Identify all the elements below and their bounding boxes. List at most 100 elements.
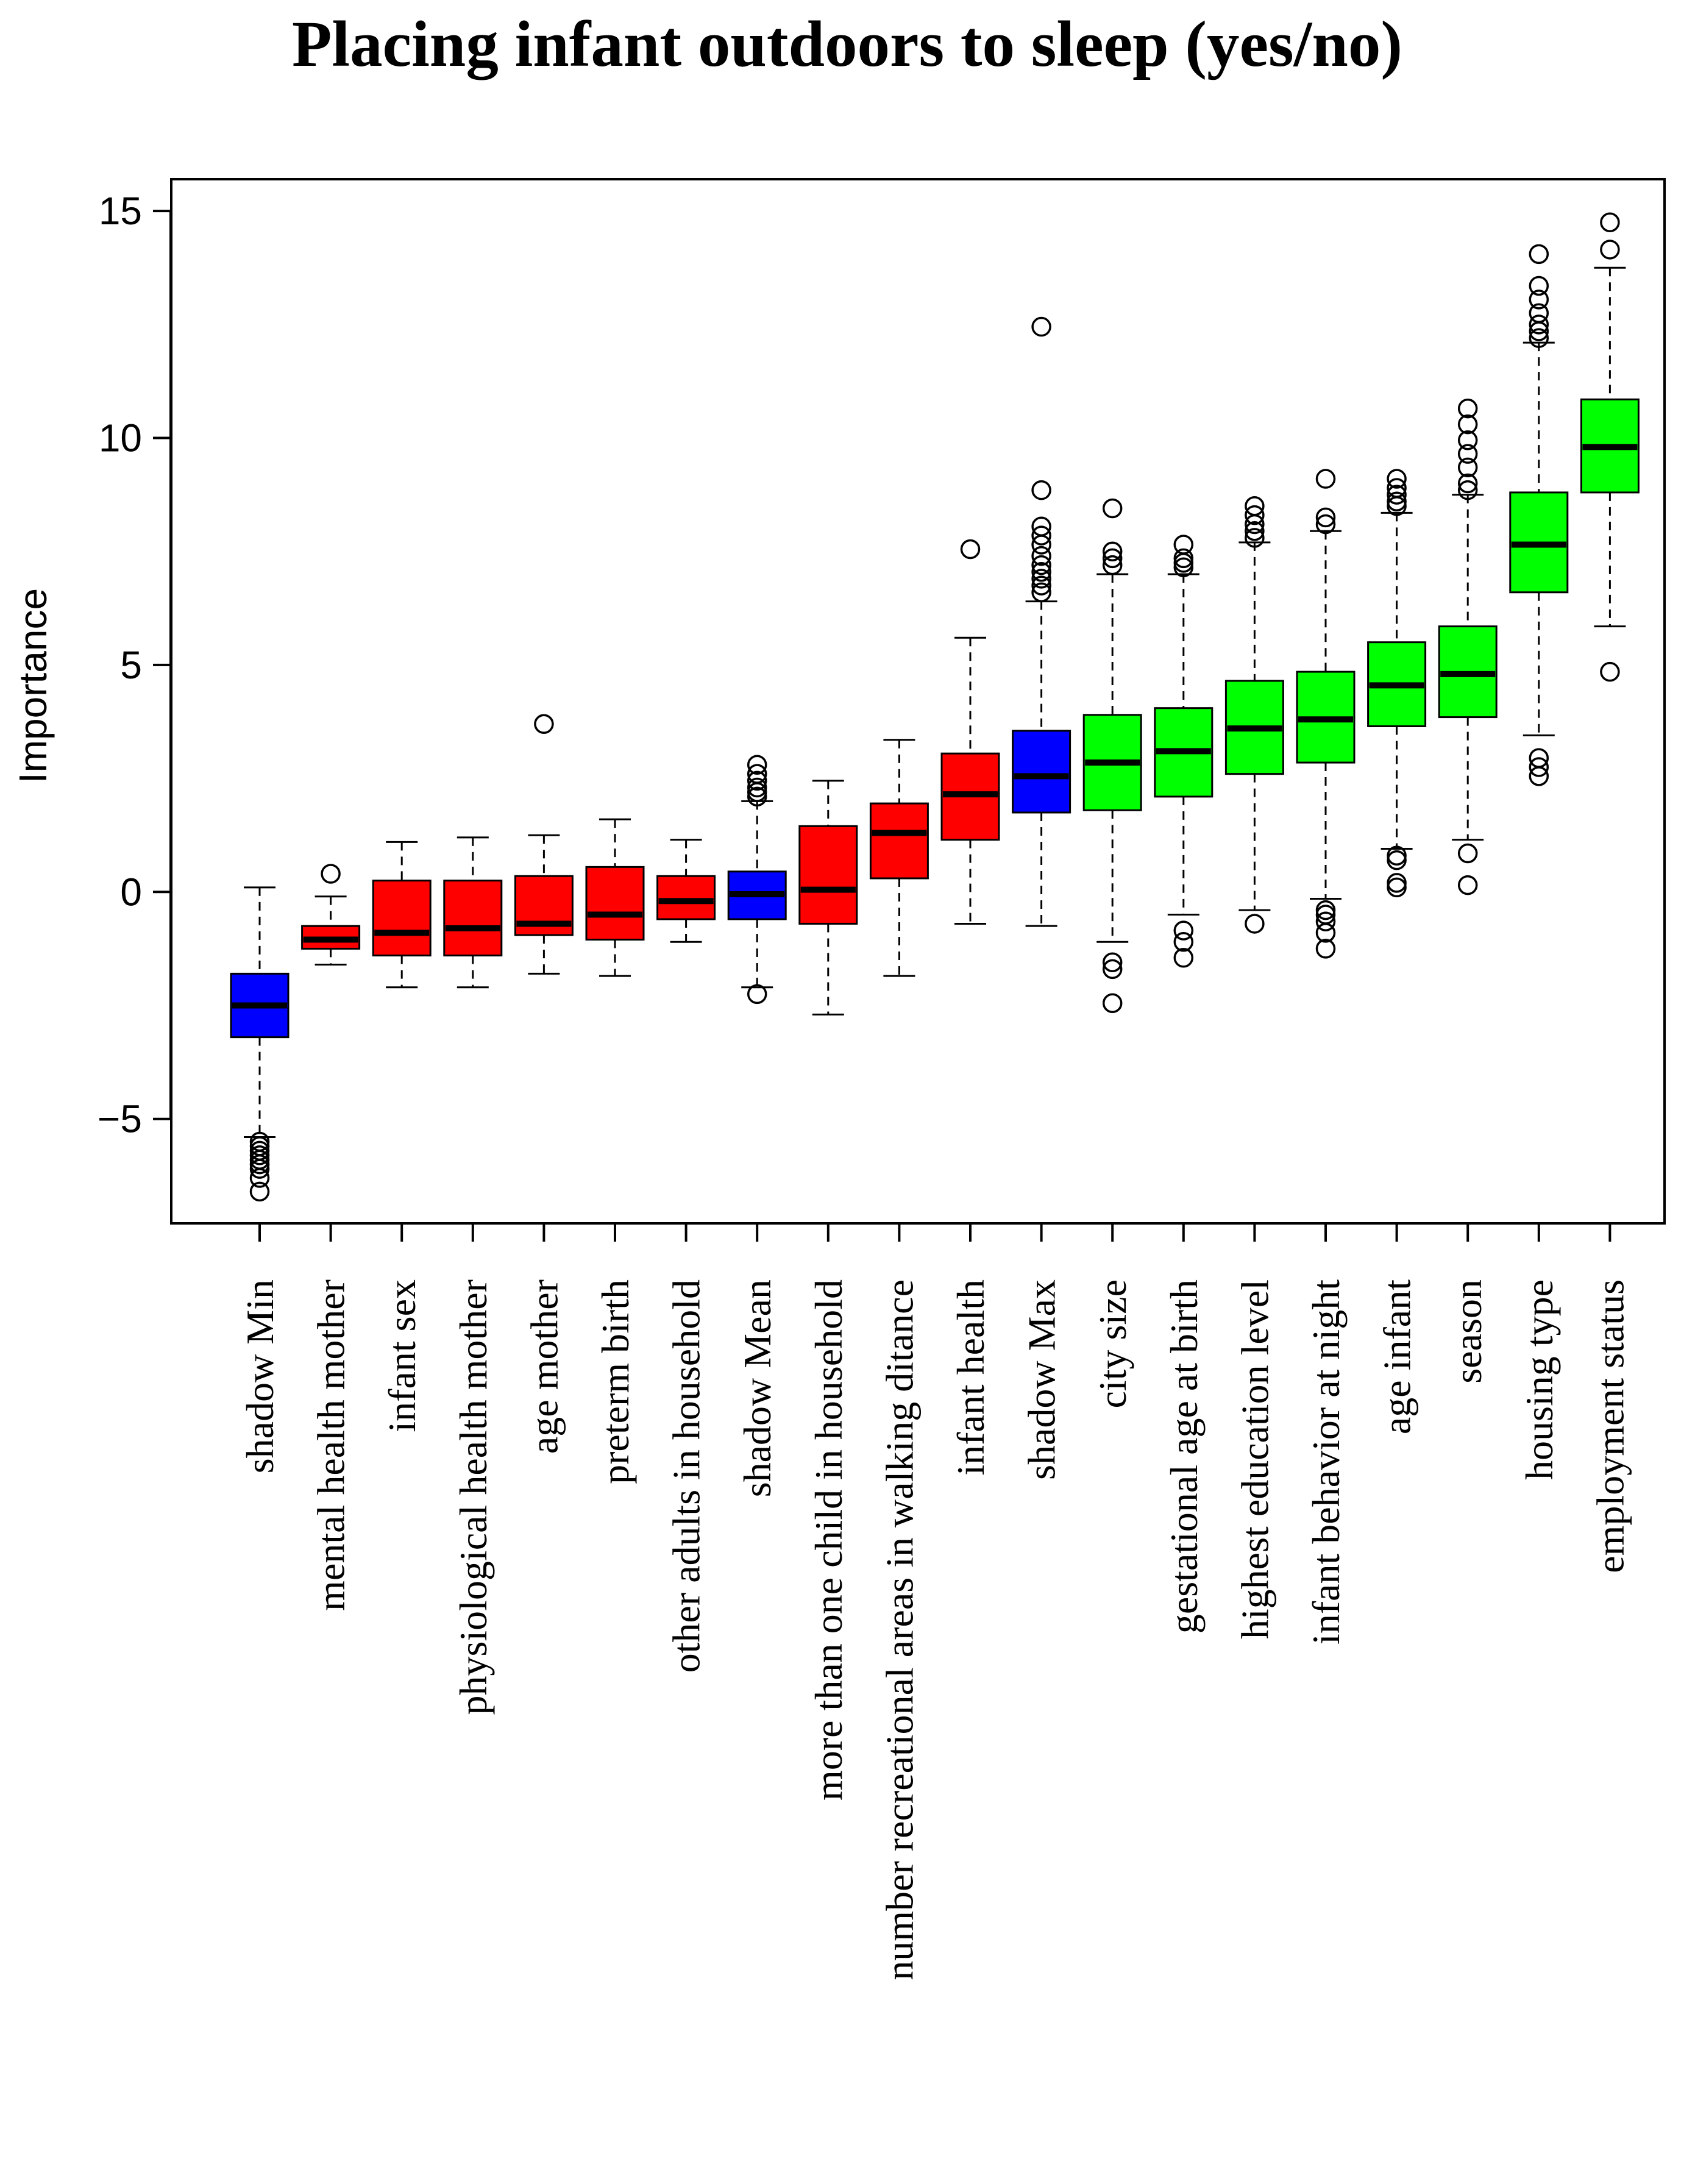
box-10 — [940, 539, 1000, 925]
x-tick-label: employment status — [1588, 1279, 1632, 1573]
outlier-point — [1245, 914, 1265, 934]
outlier-point — [1529, 290, 1549, 310]
outlier-point — [1173, 931, 1194, 952]
box-2 — [372, 841, 432, 989]
outlier-point — [1173, 920, 1194, 941]
y-tick-label: 15 — [99, 189, 142, 233]
outlier-point — [1529, 303, 1549, 323]
box-12 — [1082, 498, 1142, 1014]
outlier-point — [249, 1159, 270, 1179]
outlier-point — [1245, 505, 1265, 525]
x-tick-label: infant sex — [380, 1279, 424, 1432]
box-body — [372, 880, 432, 957]
x-tick-label: physiological health mother — [452, 1279, 495, 1715]
box-body — [869, 802, 929, 880]
outlier-point — [249, 1145, 270, 1165]
x-tick-label: infant behavior at night — [1304, 1279, 1348, 1645]
outlier-point — [1102, 498, 1123, 519]
y-tick-label: 0 — [120, 870, 142, 914]
outlier-point — [1457, 843, 1478, 864]
outlier-point — [1315, 923, 1336, 943]
outlier-point — [1315, 514, 1336, 535]
x-tick-label: season — [1446, 1279, 1490, 1384]
outlier-point — [1600, 661, 1620, 682]
y-axis-label: Importance — [11, 588, 55, 783]
outlier-point — [1529, 328, 1549, 348]
box-3 — [443, 836, 503, 989]
box-0 — [230, 886, 290, 1202]
outlier-point — [1529, 757, 1549, 777]
box-7 — [727, 755, 787, 1005]
outlier-point — [1031, 480, 1051, 500]
outlier-point — [1457, 875, 1478, 895]
outlier-point — [1102, 548, 1123, 569]
outlier-point — [1031, 546, 1051, 566]
x-axis-labels: shadow Min mental health mother infant sex… — [238, 1223, 1632, 1980]
outlier-point — [1102, 993, 1123, 1014]
box-14 — [1224, 496, 1284, 934]
box-body — [585, 866, 645, 941]
y-tick-label: −5 — [98, 1097, 142, 1141]
outlier-point — [747, 755, 767, 775]
outlier-point — [1315, 911, 1336, 931]
x-tick-label: gestational age at birth — [1162, 1279, 1206, 1634]
outlier-point — [1173, 535, 1194, 555]
outlier-point — [1457, 398, 1478, 419]
box-6 — [656, 839, 716, 943]
box-8 — [798, 780, 858, 1016]
outlier-point — [1315, 939, 1336, 959]
outlier-point — [1173, 548, 1194, 569]
outlier-point — [1387, 877, 1407, 898]
outlier-point — [1315, 900, 1336, 920]
outlier-point — [1529, 276, 1549, 296]
outlier-point — [1102, 952, 1123, 972]
x-tick-label: preterm birth — [594, 1279, 637, 1484]
x-tick-label: housing type — [1518, 1279, 1561, 1480]
outlier-point — [249, 1154, 270, 1175]
outlier-point — [1457, 480, 1478, 500]
outlier-point — [1387, 478, 1407, 498]
x-tick-label: infant health — [949, 1279, 992, 1476]
outlier-point — [1529, 766, 1549, 786]
outlier-point — [1031, 561, 1051, 582]
box-17 — [1438, 398, 1498, 895]
outlier-point — [960, 539, 981, 560]
outlier-point — [249, 1181, 270, 1202]
outlier-point — [1529, 315, 1549, 335]
outlier-point — [1245, 528, 1265, 548]
y-tick-label: 5 — [120, 643, 142, 687]
box-11 — [1012, 316, 1071, 927]
outlier-point — [1031, 575, 1051, 596]
box-5 — [585, 818, 645, 977]
outlier-point — [1387, 873, 1407, 893]
chart-title: Placing infant outdoors to sleep (yes/no… — [292, 9, 1402, 80]
x-tick-label: age infant — [1376, 1279, 1419, 1434]
box-body — [443, 880, 503, 957]
y-axis: −5 0 5 10 15 — [98, 189, 172, 1141]
outlier-point — [747, 764, 767, 784]
box-18 — [1509, 244, 1569, 786]
box-1 — [301, 864, 361, 966]
boxes-layer — [230, 212, 1640, 1202]
outlier-point — [321, 864, 341, 884]
outlier-point — [747, 770, 767, 791]
outlier-point — [1529, 244, 1549, 265]
x-tick-label: shadow Mean — [736, 1279, 779, 1497]
box-body — [1012, 730, 1071, 814]
x-tick-label: shadow Max — [1020, 1279, 1064, 1480]
outlier-point — [1173, 948, 1194, 968]
x-tick-label: highest education level — [1233, 1279, 1276, 1639]
outlier-point — [1387, 485, 1407, 505]
outlier-point — [1315, 507, 1336, 528]
outlier-point — [1387, 469, 1407, 489]
outlier-point — [747, 786, 767, 807]
x-tick-label: city size — [1091, 1279, 1134, 1408]
outlier-point — [1457, 444, 1478, 464]
box-13 — [1154, 535, 1214, 968]
x-tick-label: more than one child in household — [807, 1279, 850, 1801]
outlier-point — [1387, 845, 1407, 866]
outlier-point — [1031, 555, 1051, 575]
x-tick-label: other adults in household — [665, 1279, 708, 1673]
outlier-point — [1457, 414, 1478, 435]
